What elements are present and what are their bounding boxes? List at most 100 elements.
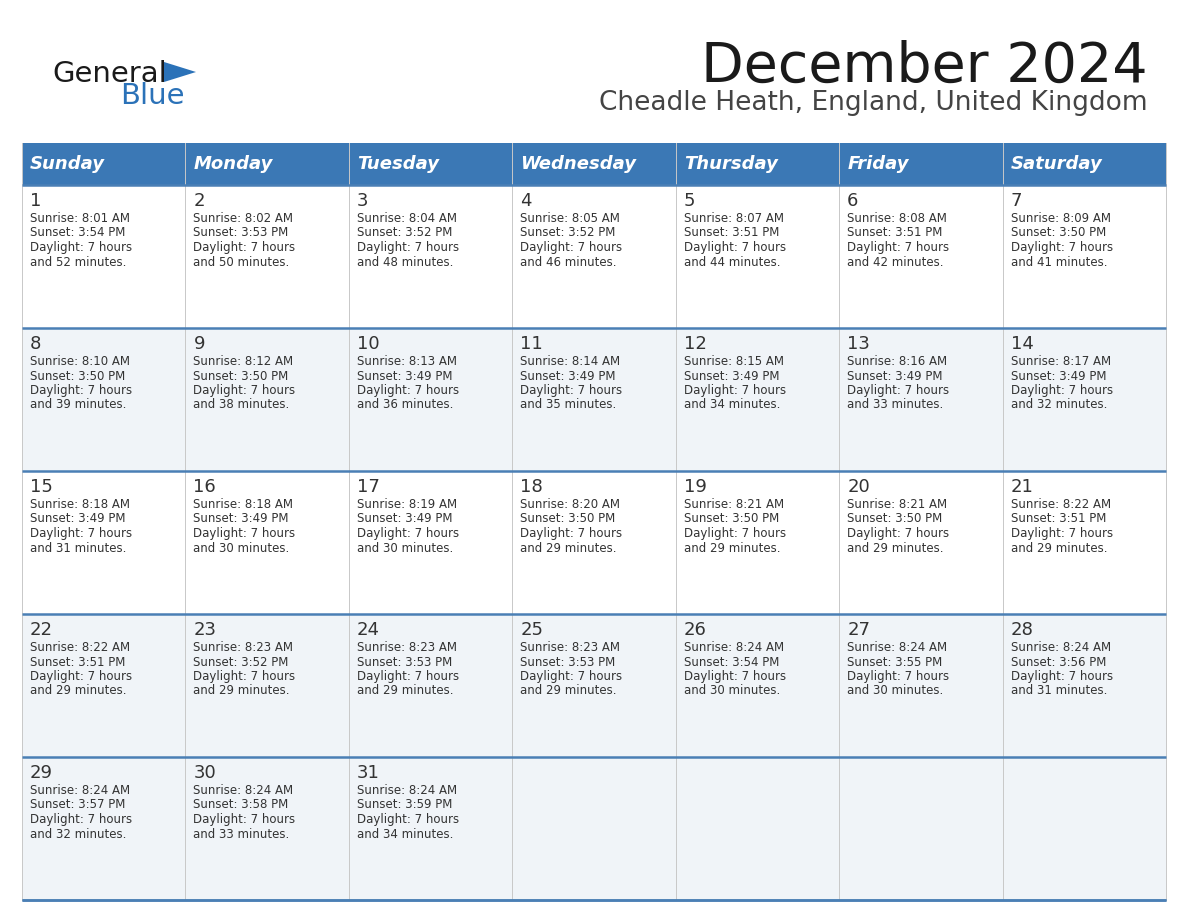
Text: 21: 21 (1011, 478, 1034, 496)
Text: Sunrise: 8:05 AM: Sunrise: 8:05 AM (520, 212, 620, 225)
Text: Sunset: 3:49 PM: Sunset: 3:49 PM (356, 512, 453, 525)
Text: and 29 minutes.: and 29 minutes. (194, 685, 290, 698)
Text: Daylight: 7 hours: Daylight: 7 hours (1011, 670, 1113, 683)
Text: and 42 minutes.: and 42 minutes. (847, 255, 943, 268)
Text: and 29 minutes.: and 29 minutes. (30, 685, 126, 698)
Text: 3: 3 (356, 192, 368, 210)
Text: 12: 12 (684, 335, 707, 353)
Text: Daylight: 7 hours: Daylight: 7 hours (30, 241, 132, 254)
Text: and 32 minutes.: and 32 minutes. (1011, 398, 1107, 411)
Text: Thursday: Thursday (684, 155, 778, 173)
Text: and 33 minutes.: and 33 minutes. (194, 827, 290, 841)
Text: Sunrise: 8:18 AM: Sunrise: 8:18 AM (30, 498, 129, 511)
Text: Sunset: 3:53 PM: Sunset: 3:53 PM (520, 655, 615, 668)
Text: 2: 2 (194, 192, 204, 210)
Text: Sunrise: 8:16 AM: Sunrise: 8:16 AM (847, 355, 947, 368)
Text: Sunrise: 8:24 AM: Sunrise: 8:24 AM (30, 784, 131, 797)
Text: and 29 minutes.: and 29 minutes. (520, 542, 617, 554)
Polygon shape (164, 62, 196, 82)
Text: Sunset: 3:49 PM: Sunset: 3:49 PM (30, 512, 126, 525)
Text: Sunset: 3:51 PM: Sunset: 3:51 PM (30, 655, 126, 668)
Text: 23: 23 (194, 621, 216, 639)
Text: and 38 minutes.: and 38 minutes. (194, 398, 290, 411)
Text: Sunset: 3:50 PM: Sunset: 3:50 PM (847, 512, 942, 525)
Text: December 2024: December 2024 (701, 40, 1148, 94)
Text: 15: 15 (30, 478, 53, 496)
Text: Sunrise: 8:24 AM: Sunrise: 8:24 AM (1011, 641, 1111, 654)
Text: Monday: Monday (194, 155, 273, 173)
Text: Sunset: 3:50 PM: Sunset: 3:50 PM (684, 512, 779, 525)
Text: and 30 minutes.: and 30 minutes. (194, 542, 290, 554)
Text: Daylight: 7 hours: Daylight: 7 hours (847, 527, 949, 540)
Text: and 44 minutes.: and 44 minutes. (684, 255, 781, 268)
Text: Sunrise: 8:10 AM: Sunrise: 8:10 AM (30, 355, 129, 368)
Text: Sunset: 3:55 PM: Sunset: 3:55 PM (847, 655, 942, 668)
Text: Sunset: 3:52 PM: Sunset: 3:52 PM (194, 655, 289, 668)
Text: and 48 minutes.: and 48 minutes. (356, 255, 454, 268)
Text: Daylight: 7 hours: Daylight: 7 hours (30, 813, 132, 826)
Text: Sunset: 3:50 PM: Sunset: 3:50 PM (1011, 227, 1106, 240)
Text: Blue: Blue (120, 82, 184, 110)
Text: Sunset: 3:51 PM: Sunset: 3:51 PM (847, 227, 942, 240)
Text: Sunrise: 8:07 AM: Sunrise: 8:07 AM (684, 212, 784, 225)
Text: 6: 6 (847, 192, 859, 210)
Text: Sunset: 3:56 PM: Sunset: 3:56 PM (1011, 655, 1106, 668)
Text: Daylight: 7 hours: Daylight: 7 hours (194, 384, 296, 397)
Text: Sunrise: 8:24 AM: Sunrise: 8:24 AM (684, 641, 784, 654)
Text: Friday: Friday (847, 155, 909, 173)
Text: 20: 20 (847, 478, 870, 496)
Text: Sunset: 3:53 PM: Sunset: 3:53 PM (356, 655, 453, 668)
Text: Sunset: 3:50 PM: Sunset: 3:50 PM (30, 370, 125, 383)
Text: Daylight: 7 hours: Daylight: 7 hours (356, 670, 459, 683)
Text: 7: 7 (1011, 192, 1022, 210)
Text: 24: 24 (356, 621, 380, 639)
Text: Sunrise: 8:12 AM: Sunrise: 8:12 AM (194, 355, 293, 368)
Text: Daylight: 7 hours: Daylight: 7 hours (520, 527, 623, 540)
Text: 10: 10 (356, 335, 379, 353)
Text: Sunrise: 8:09 AM: Sunrise: 8:09 AM (1011, 212, 1111, 225)
Text: Sunset: 3:59 PM: Sunset: 3:59 PM (356, 799, 453, 812)
Text: Daylight: 7 hours: Daylight: 7 hours (194, 241, 296, 254)
Text: and 35 minutes.: and 35 minutes. (520, 398, 617, 411)
Text: and 33 minutes.: and 33 minutes. (847, 398, 943, 411)
Text: 1: 1 (30, 192, 42, 210)
Text: and 39 minutes.: and 39 minutes. (30, 398, 126, 411)
Text: 25: 25 (520, 621, 543, 639)
Text: Sunrise: 8:23 AM: Sunrise: 8:23 AM (520, 641, 620, 654)
Text: 31: 31 (356, 764, 380, 782)
Text: Sunrise: 8:20 AM: Sunrise: 8:20 AM (520, 498, 620, 511)
Text: 30: 30 (194, 764, 216, 782)
Text: Daylight: 7 hours: Daylight: 7 hours (1011, 241, 1113, 254)
Text: Sunset: 3:49 PM: Sunset: 3:49 PM (1011, 370, 1106, 383)
Text: Daylight: 7 hours: Daylight: 7 hours (520, 670, 623, 683)
Text: and 29 minutes.: and 29 minutes. (847, 542, 943, 554)
Text: 28: 28 (1011, 621, 1034, 639)
Text: and 52 minutes.: and 52 minutes. (30, 255, 126, 268)
Text: Sunrise: 8:19 AM: Sunrise: 8:19 AM (356, 498, 457, 511)
Text: Daylight: 7 hours: Daylight: 7 hours (847, 384, 949, 397)
Bar (23, 757, 1165, 900)
Text: Daylight: 7 hours: Daylight: 7 hours (520, 384, 623, 397)
Text: 8: 8 (30, 335, 42, 353)
Text: 19: 19 (684, 478, 707, 496)
Text: Sunrise: 8:24 AM: Sunrise: 8:24 AM (194, 784, 293, 797)
Text: Sunrise: 8:24 AM: Sunrise: 8:24 AM (847, 641, 947, 654)
Text: Sunset: 3:51 PM: Sunset: 3:51 PM (684, 227, 779, 240)
Text: and 29 minutes.: and 29 minutes. (684, 542, 781, 554)
Text: Sunrise: 8:22 AM: Sunrise: 8:22 AM (30, 641, 131, 654)
Text: and 41 minutes.: and 41 minutes. (1011, 255, 1107, 268)
Text: Sunrise: 8:13 AM: Sunrise: 8:13 AM (356, 355, 457, 368)
Text: Daylight: 7 hours: Daylight: 7 hours (847, 670, 949, 683)
Text: Sunrise: 8:18 AM: Sunrise: 8:18 AM (194, 498, 293, 511)
Text: Sunset: 3:51 PM: Sunset: 3:51 PM (1011, 512, 1106, 525)
Text: Sunrise: 8:21 AM: Sunrise: 8:21 AM (684, 498, 784, 511)
Text: Daylight: 7 hours: Daylight: 7 hours (194, 670, 296, 683)
Text: Sunrise: 8:02 AM: Sunrise: 8:02 AM (194, 212, 293, 225)
Text: Sunrise: 8:23 AM: Sunrise: 8:23 AM (194, 641, 293, 654)
Text: Daylight: 7 hours: Daylight: 7 hours (684, 241, 785, 254)
Text: and 31 minutes.: and 31 minutes. (1011, 685, 1107, 698)
Text: Daylight: 7 hours: Daylight: 7 hours (1011, 527, 1113, 540)
Text: Sunset: 3:57 PM: Sunset: 3:57 PM (30, 799, 126, 812)
Text: Daylight: 7 hours: Daylight: 7 hours (356, 384, 459, 397)
Text: Sunset: 3:50 PM: Sunset: 3:50 PM (520, 512, 615, 525)
